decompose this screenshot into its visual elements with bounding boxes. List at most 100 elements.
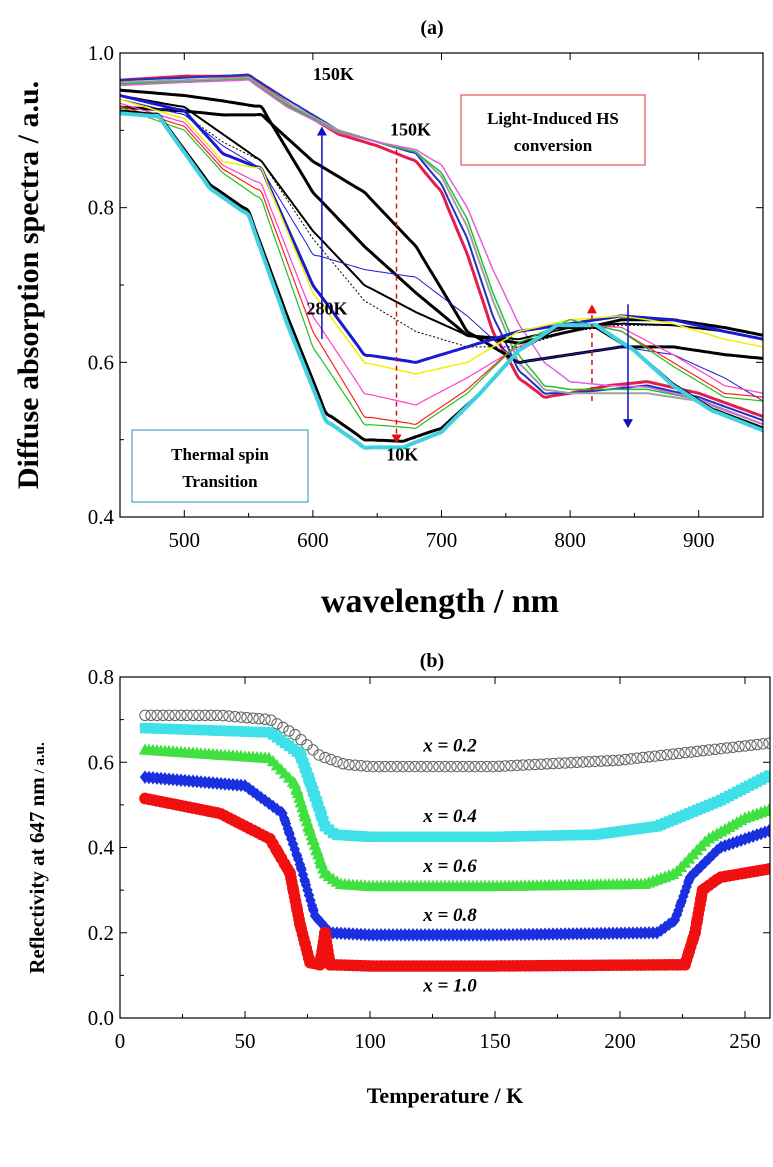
data-point xyxy=(217,709,229,722)
x-axis-label-b: Temperature / K xyxy=(367,1083,523,1108)
data-point xyxy=(324,958,336,971)
y-tick-label-b: 0.6 xyxy=(88,750,114,774)
data-point xyxy=(649,750,661,762)
data-point xyxy=(271,718,283,730)
data-point xyxy=(319,751,331,764)
panel-b-chart: x = 0.2 x = 0.4 x = 0.6 x = 0.8 x = 1.0 0 50 10… xyxy=(25,650,771,1108)
data-point xyxy=(697,744,709,757)
data-point xyxy=(343,759,355,771)
data-point xyxy=(643,751,655,763)
y-tick-label-b: 0.0 xyxy=(88,1006,114,1030)
data-point xyxy=(631,752,643,764)
spectrum-line-2 xyxy=(120,73,763,422)
data-point xyxy=(445,760,457,773)
spectrum-line-11 xyxy=(120,94,763,364)
data-point xyxy=(373,760,385,773)
data-point xyxy=(253,712,265,725)
data-point xyxy=(427,760,439,773)
data-point xyxy=(739,740,751,752)
panel-b-label: (b) xyxy=(420,650,444,672)
spectrum-line-17 xyxy=(120,111,763,450)
arrow-head-1 xyxy=(316,126,327,136)
series-04-markers xyxy=(139,722,770,843)
x-axis-label-a: wavelength / nm xyxy=(321,583,559,620)
x-tick-label-a: 900 xyxy=(683,528,715,552)
y-axis-label-b-unit: / a.u. xyxy=(32,742,48,777)
spectrum-line-3 xyxy=(120,76,763,426)
data-point xyxy=(481,760,493,773)
data-point xyxy=(157,709,169,722)
data-point xyxy=(595,755,607,767)
data-point xyxy=(145,709,157,722)
data-point xyxy=(415,760,427,773)
thermal-spin-box-line-2: Transition xyxy=(182,472,258,491)
series-label-4: x = 0.8 xyxy=(422,905,477,926)
series-02-markers xyxy=(139,709,770,773)
data-point xyxy=(511,759,523,772)
x-tick-label-b: 200 xyxy=(604,1029,636,1053)
spectrum-line-5 xyxy=(120,79,763,425)
data-point xyxy=(205,709,217,722)
data-point xyxy=(293,852,304,867)
spectrum-line-14 xyxy=(120,105,763,425)
data-point xyxy=(696,884,709,896)
spectrum-line-15 xyxy=(120,106,763,429)
data-point xyxy=(673,903,684,918)
data-point xyxy=(229,710,241,723)
data-point xyxy=(547,757,559,770)
data-point xyxy=(601,755,613,767)
data-point xyxy=(727,741,739,753)
data-point xyxy=(475,760,487,773)
data-point xyxy=(259,793,271,808)
data-point xyxy=(361,760,373,772)
data-point xyxy=(691,745,703,758)
data-point xyxy=(251,787,263,802)
data-point xyxy=(247,712,259,724)
data-point xyxy=(721,742,733,754)
data-point xyxy=(223,710,235,722)
data-point xyxy=(247,784,259,799)
data-point xyxy=(463,760,475,773)
x-tick-label-a: 600 xyxy=(297,528,329,552)
spectrum-line-6 xyxy=(120,105,763,364)
panel-a-chart: 150K 150K 280K 10K Light-Induced HS conversio… xyxy=(12,17,764,620)
data-point xyxy=(493,760,505,773)
data-point xyxy=(763,770,770,781)
data-point xyxy=(683,875,694,889)
y-tick-label-a: 0.8 xyxy=(88,196,114,220)
data-point xyxy=(286,832,297,846)
arrow-head-3 xyxy=(586,304,597,314)
spectrum-line-1 xyxy=(120,74,763,418)
spectrum-line-13 xyxy=(120,102,763,406)
data-point xyxy=(325,753,337,766)
arrow-head-4 xyxy=(622,419,633,429)
data-point xyxy=(613,754,625,766)
x-tick-label-b: 250 xyxy=(729,1029,761,1053)
x-tick-label-b: 100 xyxy=(354,1029,386,1053)
data-point xyxy=(265,714,277,726)
data-point xyxy=(139,709,151,722)
spectrum-line-7 xyxy=(120,88,763,345)
x-tick-label-b: 150 xyxy=(479,1029,511,1053)
data-point xyxy=(283,725,295,737)
x-tick-label-b: 50 xyxy=(235,1029,256,1053)
data-point xyxy=(553,757,565,769)
data-point xyxy=(385,760,397,773)
data-point xyxy=(199,709,211,722)
data-point xyxy=(709,743,721,756)
data-point xyxy=(571,756,583,769)
series-label-2: x = 0.4 xyxy=(422,806,477,827)
y-axis-label-b-main: Reflectivity at 647 nm xyxy=(25,777,49,974)
data-point xyxy=(397,760,409,773)
data-point xyxy=(391,760,403,773)
light-induced-box-line-1: Light-Induced HS xyxy=(487,109,619,128)
y-tick-label-b: 0.8 xyxy=(88,665,114,689)
plot-area-a xyxy=(120,73,763,450)
x-tick-label-b: 0 xyxy=(115,1029,126,1053)
data-point xyxy=(296,862,307,877)
data-point xyxy=(239,778,251,793)
data-point xyxy=(151,709,163,722)
y-tick-label-a: 0.6 xyxy=(88,350,114,374)
y-tick-label-b: 0.2 xyxy=(88,921,114,945)
